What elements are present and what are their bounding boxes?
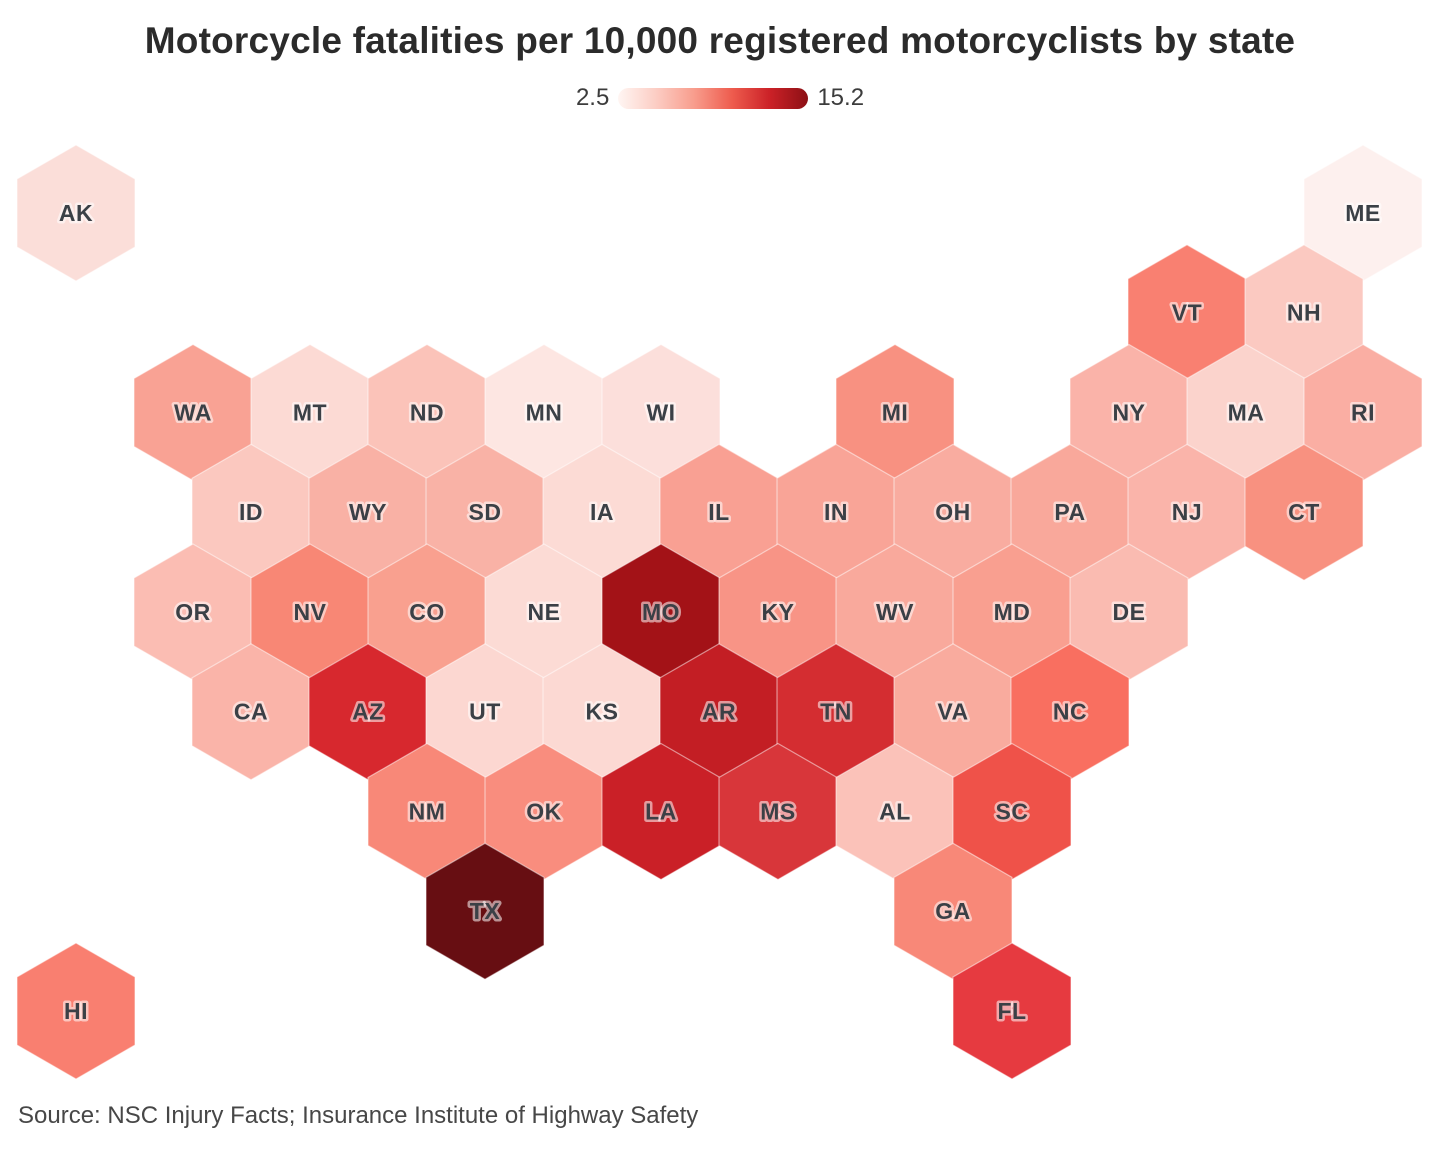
hex-tile-CT[interactable]: [1244, 443, 1364, 581]
page-title: Motorcycle fatalities per 10,000 registe…: [144, 20, 1296, 61]
color-legend: 2.5 15.2: [0, 86, 1440, 110]
hex-tile-AK[interactable]: [16, 144, 136, 282]
source-note: Source: NSC Injury Facts; Insurance Inst…: [18, 1102, 699, 1129]
state-hex-HI[interactable]: HI: [16, 942, 136, 1080]
hex-tile-FL[interactable]: [952, 942, 1072, 1080]
state-hex-AK[interactable]: AK: [16, 144, 136, 282]
hex-tile-HI[interactable]: [16, 942, 136, 1080]
legend-max-label: 15.2: [817, 84, 865, 111]
legend-gradient-bar: [618, 87, 809, 109]
hex-tile-TX[interactable]: [425, 842, 545, 980]
legend-min-label: 2.5: [575, 84, 610, 111]
